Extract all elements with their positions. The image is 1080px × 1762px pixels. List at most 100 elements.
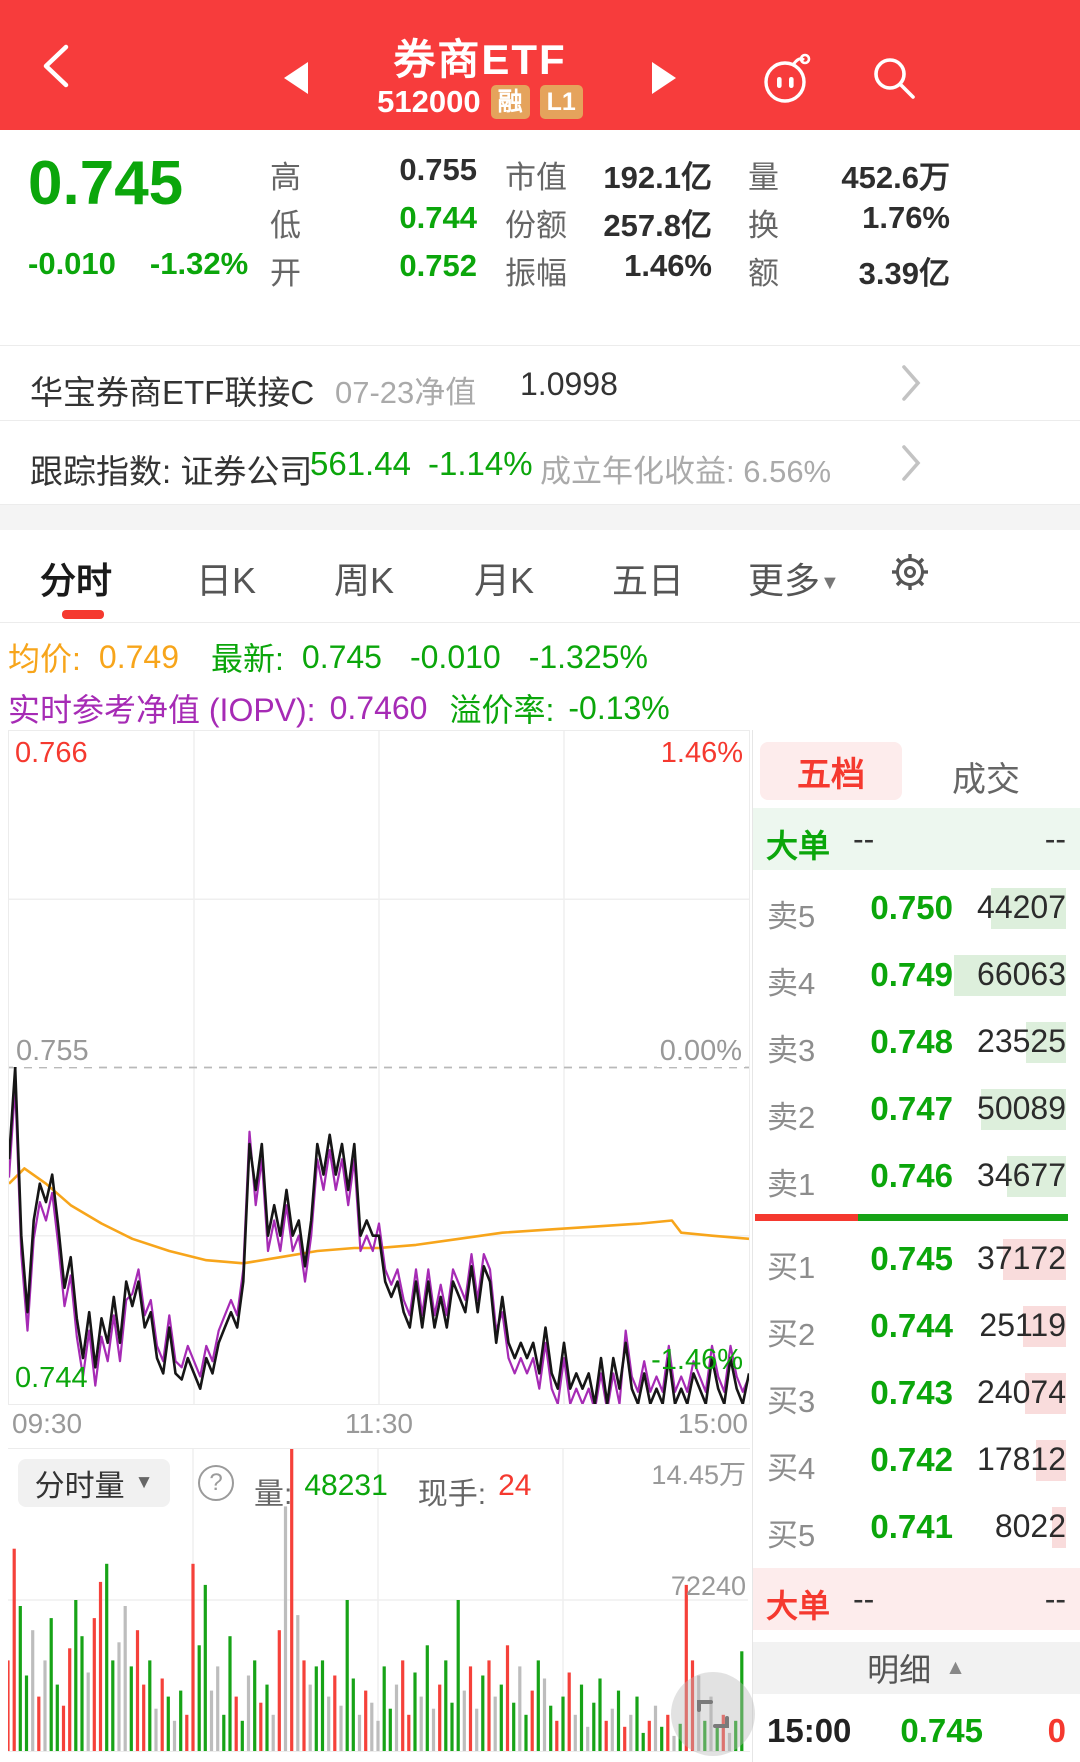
prev-close-label: 0.755 [13, 1035, 92, 1067]
panel-divider [752, 730, 753, 1762]
depth-bar [1036, 1440, 1066, 1481]
sell-row-2[interactable]: 卖2 0.747 50089 [767, 1089, 1066, 1135]
sell-row-4[interactable]: 卖4 0.749 66063 [767, 955, 1066, 1001]
section-separator [0, 505, 1080, 530]
search-icon[interactable] [866, 50, 922, 106]
chart-low-pct-label: -1.46% [651, 1344, 743, 1376]
stat-label: 市值 [505, 160, 567, 195]
trade-price: 0.745 [900, 1712, 983, 1749]
stat-value: 1.76% [862, 200, 950, 235]
trade-volume: 0 [1047, 1712, 1066, 1749]
big-order-buy-row[interactable]: 大单 -- -- [753, 1568, 1080, 1630]
depth-bar [991, 888, 1066, 929]
avg-price-label: 均价: [8, 641, 81, 677]
buy-row-3[interactable]: 买3 0.743 24074 [767, 1373, 1066, 1419]
volume-pane[interactable]: 分时量 ▼ ? 量: 48231 现手: 24 14.45万 72240 [6, 1448, 750, 1752]
stat-label: 低 [270, 208, 301, 243]
big-order-sell-row[interactable]: 大单 -- -- [753, 808, 1080, 870]
avg-last-line: 均价: 0.749 最新: 0.745 -0.010 -1.325% [8, 634, 648, 680]
fund-link-row[interactable]: 华宝券商ETF联接C 07-23净值 1.0998 [0, 345, 1080, 420]
tab-five-levels[interactable]: 五档 [760, 742, 902, 800]
ratio-green-segment [858, 1214, 1068, 1221]
tab-weekly-k[interactable]: 周K [334, 560, 395, 601]
help-icon[interactable]: ? [198, 1465, 234, 1501]
detail-toggle-button[interactable]: 明细 ▲ [753, 1642, 1080, 1694]
level1-badge: L1 [539, 85, 583, 119]
chart-high-pct-label: 1.46% [660, 737, 743, 769]
index-link-row[interactable]: 跟踪指数: 证券公司 561.44 -1.14% 成立年化收益: 6.56% [0, 420, 1080, 505]
volume-readout: 量: 48231 现手: 24 [254, 1469, 532, 1513]
bid-ask-ratio-bar [755, 1214, 1068, 1221]
axis-tick-noon: 11:30 [345, 1408, 413, 1439]
current-hand-label: 现手: [417, 1478, 487, 1511]
trade-time: 15:00 [767, 1712, 852, 1749]
stock-code: 512000 [377, 84, 481, 119]
fund-nav-date: 07-23净值 [335, 375, 477, 410]
depth-bar [981, 1089, 1066, 1130]
price-change-pct: -1.32% [149, 246, 249, 281]
tab-trades[interactable]: 成交 [952, 761, 1020, 799]
iopv-line: 实时参考净值 (IOPV): 0.7460 溢价率: -0.13% [8, 685, 670, 731]
sell-row-5[interactable]: 卖5 0.750 44207 [767, 888, 1066, 934]
stat-value: 0.755 [399, 152, 477, 187]
avg-price: 0.749 [98, 638, 179, 675]
stat-label: 振幅 [505, 256, 567, 291]
crop-frame-icon [697, 1700, 729, 1728]
stock-title: 券商ETF [393, 36, 567, 83]
stat-value: 1.46% [624, 248, 712, 283]
index-change-pct: -1.14% [428, 445, 533, 482]
header: 券商ETF 512000 融 L1 [0, 0, 1080, 130]
price-change-row: -0.010 -1.32% [28, 246, 248, 282]
depth-bar [1003, 1239, 1066, 1280]
premium-value: -0.13% [568, 689, 670, 726]
prev-close-pct-label: 0.00% [656, 1035, 745, 1067]
quote-section: 0.745 -0.010 -1.32% 高 0.755 低 0.744 开 0.… [0, 130, 1080, 345]
stat-label: 量 [748, 160, 779, 195]
stat-value: 452.6万 [841, 160, 950, 195]
volume-value: 48231 [304, 1469, 388, 1502]
volume-indicator-selector[interactable]: 分时量 ▼ [18, 1459, 170, 1507]
assistant-robot-icon[interactable] [757, 48, 815, 106]
axis-tick-open: 09:30 [12, 1408, 83, 1439]
ratio-red-segment [755, 1214, 859, 1221]
next-stock-icon[interactable] [652, 62, 676, 94]
stat-label: 换 [748, 208, 779, 243]
premium-label: 溢价率: [449, 692, 555, 728]
tab-five-day[interactable]: 五日 [612, 560, 685, 601]
price-chart-svg [7, 731, 751, 1412]
volume-max-label: 14.45万 [651, 1460, 746, 1490]
chevron-down-icon: ▼ [820, 572, 840, 594]
last-label: 最新: [210, 641, 284, 677]
index-label: 跟踪指数: 证券公司 [30, 453, 313, 490]
chart-low-label: 0.744 [15, 1362, 88, 1394]
tab-daily-k[interactable]: 日K [196, 560, 257, 601]
fund-nav-value: 1.0998 [520, 366, 618, 402]
buy-row-1[interactable]: 买1 0.745 37172 [767, 1239, 1066, 1285]
last-value: 0.745 [301, 638, 382, 675]
stat-value: 0.744 [399, 200, 477, 235]
stock-code-row: 512000 融 L1 [280, 84, 680, 120]
sell-row-3[interactable]: 卖3 0.748 23525 [767, 1022, 1066, 1068]
active-tab-underline [62, 610, 104, 619]
depth-bar [1052, 1507, 1066, 1548]
last-trade-row[interactable]: 15:00 0.745 0 [753, 1702, 1080, 1758]
axis-tick-close: 15:00 [677, 1408, 748, 1439]
buy-row-5[interactable]: 买5 0.741 8022 [767, 1507, 1066, 1553]
depth-bar [1007, 1156, 1066, 1197]
back-icon[interactable] [38, 42, 74, 90]
index-value: 561.44 [310, 445, 411, 482]
tab-more[interactable]: 更多▼ [748, 560, 840, 601]
screenshot-widget[interactable] [671, 1672, 755, 1756]
buy-row-4[interactable]: 买4 0.742 17812 [767, 1440, 1066, 1486]
stat-label: 开 [270, 256, 301, 291]
chevron-right-icon [902, 365, 921, 401]
depth-bar [1023, 1306, 1066, 1347]
chart-settings-gear-icon[interactable] [888, 550, 932, 594]
sell-row-1[interactable]: 卖1 0.746 34677 [767, 1156, 1066, 1202]
tab-minute[interactable]: 分时 [40, 560, 113, 601]
tab-monthly-k[interactable]: 月K [474, 560, 535, 601]
buy-row-2[interactable]: 买2 0.744 25119 [767, 1306, 1066, 1352]
minute-chart-pane[interactable]: 0.766 1.46% 0.755 0.00% 0.744 -1.46% [7, 730, 751, 1412]
prev-stock-icon[interactable] [284, 62, 308, 94]
